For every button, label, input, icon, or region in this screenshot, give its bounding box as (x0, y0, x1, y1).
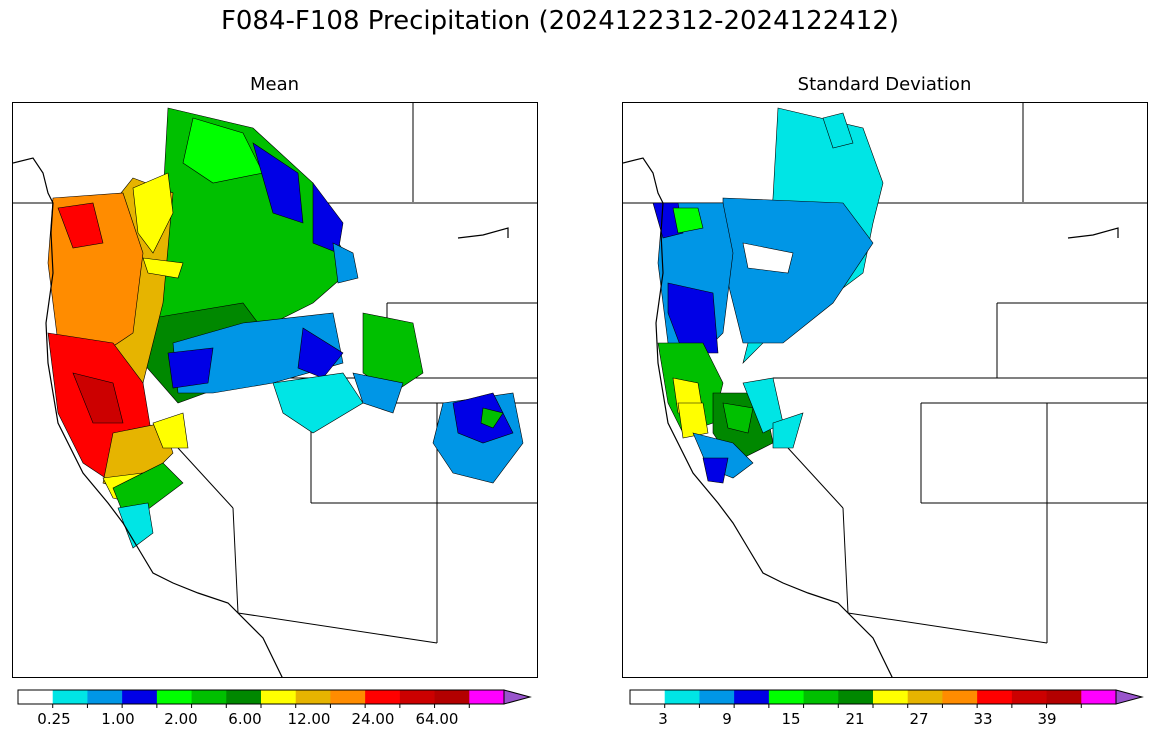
colorbar-segment (399, 690, 436, 704)
colorbar-segment (330, 690, 366, 704)
colorbar-segment (261, 690, 297, 704)
colorbar-segment (52, 690, 88, 704)
mean-tick-label: 2.00 (164, 710, 198, 728)
colorbar-segment (1046, 690, 1082, 704)
stddev-colorbar (629, 689, 1144, 708)
stddev-map (622, 102, 1148, 678)
mean-map (12, 102, 538, 678)
mean-colorbar-svg (17, 689, 532, 708)
stddev-panel-title: Standard Deviation (797, 74, 972, 95)
colorbar-segment (734, 690, 770, 704)
mean-tick-label: 64.00 (415, 710, 459, 728)
colorbar-extend-arrow (1115, 689, 1144, 705)
colorbar-segment (1081, 690, 1117, 704)
colorbar-segment (226, 690, 262, 704)
mean-tick-label: 24.00 (351, 710, 395, 728)
colorbar-segment (699, 690, 735, 704)
colorbar-segment (122, 690, 158, 704)
mean-tick-label: 1.00 (101, 710, 135, 728)
stddev-tick-label: 3 (658, 710, 668, 728)
stddev-basins (652, 107, 884, 484)
colorbar-segment (191, 690, 227, 704)
colorbar-segment (1011, 690, 1048, 704)
colorbar-segment (630, 690, 666, 704)
colorbar-segment (768, 690, 805, 704)
stddev-tick-label: 39 (1037, 710, 1057, 728)
stddev-colorbar-ticks: 3 9 15 21 27 33 39 (630, 710, 1142, 730)
colorbar-segment (295, 690, 331, 704)
mean-coastline (13, 157, 509, 677)
stddev-colorbar-svg (629, 689, 1144, 708)
stddev-tick-label: 33 (973, 710, 993, 728)
mean-colorbar (17, 689, 532, 708)
colorbar-segment (156, 690, 193, 704)
stddev-tick-label: 27 (909, 710, 929, 728)
stddev-coastline (623, 157, 1119, 677)
colorbar-segment (942, 690, 978, 704)
mean-panel-title: Mean (249, 74, 300, 95)
stddev-tick-label: 21 (845, 710, 865, 728)
colorbar-segment (469, 690, 505, 704)
colorbar-segment (873, 690, 909, 704)
mean-tick-label: 6.00 (228, 710, 262, 728)
colorbar-segment (365, 690, 401, 704)
colorbar-extend-arrow (503, 689, 532, 705)
mean-map-svg (13, 103, 537, 677)
mean-basins (47, 107, 524, 549)
colorbar-segment (803, 690, 839, 704)
mean-tick-label: 0.25 (37, 710, 71, 728)
colorbar-segment (87, 690, 123, 704)
stddev-tick-label: 9 (722, 710, 732, 728)
colorbar-segment (907, 690, 943, 704)
colorbar-segment (977, 690, 1013, 704)
mean-colorbar-ticks: 0.25 1.00 2.00 6.00 12.00 24.00 64.00 (18, 710, 530, 730)
mean-tick-label: 12.00 (287, 710, 331, 728)
figure-title: F084-F108 Precipitation (2024122312-2024… (220, 6, 900, 36)
colorbar-segment (18, 690, 54, 704)
colorbar-segment (838, 690, 874, 704)
stddev-map-svg (623, 103, 1147, 677)
colorbar-segment (664, 690, 700, 704)
colorbar-segment (434, 690, 470, 704)
stddev-tick-label: 15 (781, 710, 801, 728)
